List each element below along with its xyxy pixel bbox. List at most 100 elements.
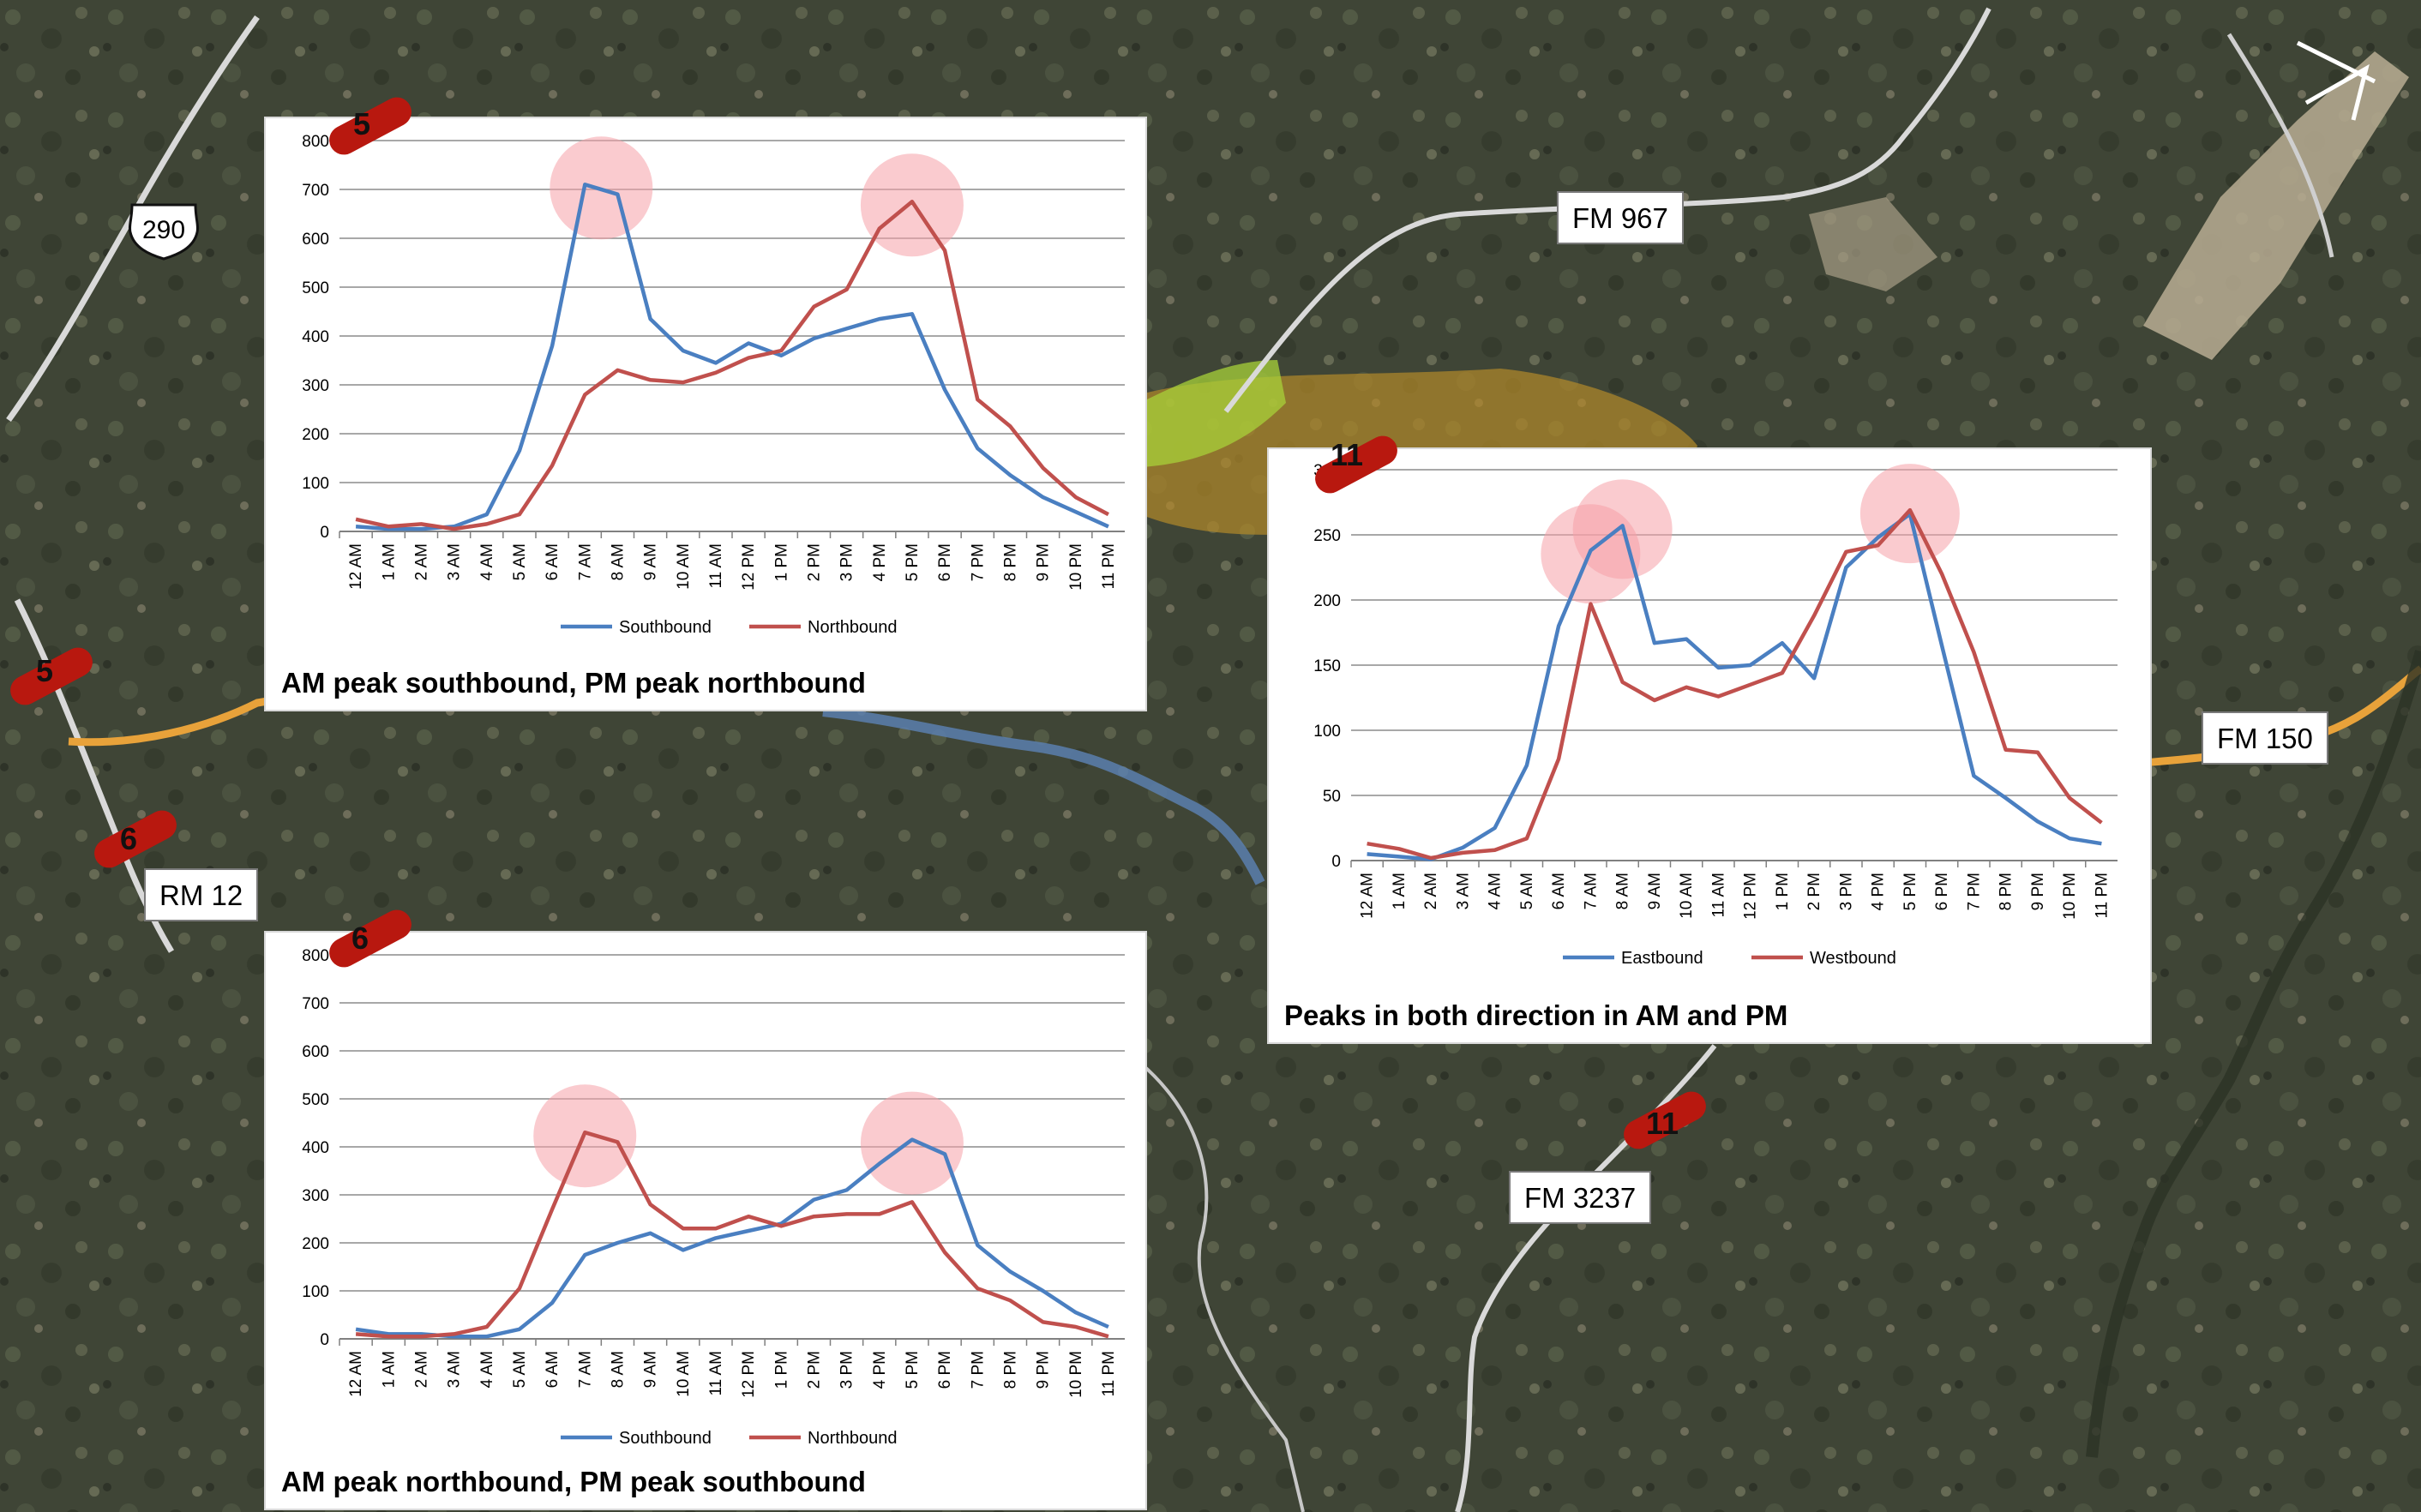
site-marker-11-label: 11	[1646, 1106, 1679, 1141]
road-minor-2	[2226, 33, 2334, 258]
x-tick-label: 4 AM	[478, 1351, 496, 1388]
chart-caption-site-11: Peaks in both direction in AM and PM	[1284, 999, 1788, 1031]
chart-site-5: 0 100 200 300 400 500 600 700 800 12 AM 1 AM 2 AM 3 …	[302, 133, 1125, 637]
x-tick-label: 8 AM	[1614, 873, 1632, 909]
x-tick-label: 8 AM	[609, 1351, 627, 1388]
series-line-northbound	[355, 200, 1109, 531]
creek	[822, 706, 1265, 885]
x-tick-label: 4 PM	[871, 1351, 889, 1389]
x-tick-label: 7 PM	[969, 543, 987, 581]
x-tick-label: 12 PM	[740, 543, 758, 591]
y-tick-label: 100	[1313, 723, 1341, 741]
chart-panel-site-11: 05010015020025030012 AM1 AM2 AM3 AM4 AM5…	[1267, 447, 2152, 1044]
x-tick-label: 3 PM	[838, 543, 856, 581]
y-tick-label: 600	[302, 231, 329, 249]
x-tick-label: 2 AM	[412, 1351, 430, 1388]
x-tick-label: 3 PM	[1837, 873, 1855, 910]
road-label-fm150: FM 150	[2202, 711, 2328, 765]
road-fm967	[1223, 7, 1991, 413]
y-tick-label: 0	[320, 1331, 329, 1349]
x-tick-label: 1 AM	[380, 543, 398, 580]
series-line-northbound	[355, 1130, 1109, 1339]
x-tick-label: 6 PM	[1933, 873, 1951, 910]
chart-caption-site-6: AM peak northbound, PM peak southbound	[281, 1466, 866, 1497]
site-marker-5-label: 5	[36, 653, 54, 688]
legend-label: Northbound	[808, 1429, 898, 1448]
road-us290	[6, 15, 260, 423]
legend-label: Southbound	[619, 618, 712, 637]
x-tick-label: 12 PM	[1742, 873, 1760, 920]
y-tick-label: 200	[302, 1235, 329, 1253]
chart-site-11: 05010015020025030012 AM1 AM2 AM3 AM4 AM5…	[1313, 462, 2118, 968]
river	[2086, 650, 2421, 1458]
x-tick-label: 1 PM	[1774, 873, 1792, 910]
y-tick-label: 50	[1323, 788, 1341, 806]
chart-site-marker-6-label: 6	[351, 921, 369, 956]
x-tick-label: 6 AM	[544, 1351, 562, 1388]
x-tick-label: 10 PM	[2061, 873, 2079, 920]
x-tick-label: 12 PM	[740, 1351, 758, 1398]
x-tick-label: 5 PM	[1901, 873, 1919, 910]
y-tick-label: 250	[1313, 527, 1341, 545]
x-tick-label: 9 PM	[2029, 873, 2047, 910]
y-tick-label: 300	[302, 1187, 329, 1205]
y-tick-label: 150	[1313, 657, 1341, 675]
y-tick-label: 100	[302, 1283, 329, 1301]
north-arrow-icon	[2296, 40, 2376, 121]
x-tick-label: 9 PM	[1035, 1351, 1053, 1389]
chart-site-6: 0 100 200 300 400 500 600 700 800 12 AM 1 AM 2 AM 3 …	[302, 947, 1125, 1448]
x-tick-label: 3 AM	[446, 1351, 464, 1388]
road-label-fm3237: FM 3237	[1509, 1171, 1652, 1224]
x-tick-label: 3 AM	[446, 543, 464, 580]
x-tick-label: 2 AM	[412, 543, 430, 580]
x-tick-label: 3 PM	[838, 1351, 856, 1389]
y-tick-label: 500	[302, 279, 329, 297]
x-tick-label: 7 PM	[969, 1351, 987, 1389]
chart-panel-site-6: 0 100 200 300 400 500 600 700 800 12 AM 1 AM 2 AM 3 …	[264, 931, 1147, 1510]
x-tick-label: 6 AM	[1550, 873, 1568, 909]
x-tick-label: 7 AM	[1582, 873, 1600, 909]
y-tick-label: 500	[302, 1091, 329, 1109]
x-tick-label: 4 PM	[871, 543, 889, 581]
x-tick-label: 5 AM	[511, 543, 529, 580]
x-tick-label: 1 AM	[380, 1351, 398, 1388]
peak-highlight-circle	[860, 1091, 964, 1195]
x-tick-label: 8 AM	[609, 543, 627, 580]
x-tick-label: 5 AM	[511, 1351, 529, 1388]
x-tick-label: 8 PM	[1001, 543, 1019, 581]
legend-label: Southbound	[619, 1429, 712, 1448]
x-tick-label: 2 AM	[1422, 873, 1440, 909]
us-290-shield-icon: 290	[127, 201, 201, 261]
x-tick-label: 10 AM	[675, 1351, 693, 1397]
x-tick-label: 1 PM	[772, 543, 790, 581]
highlight-corridor-green	[1140, 360, 1286, 467]
x-tick-label: 6 PM	[936, 543, 954, 581]
legend-label: Northbound	[808, 618, 898, 637]
y-tick-label: 200	[1313, 592, 1341, 610]
x-tick-label: 5 AM	[1518, 873, 1536, 909]
y-tick-label: 800	[302, 133, 329, 151]
x-tick-label: 11 PM	[1100, 1351, 1118, 1397]
x-tick-label: 11 PM	[1100, 543, 1118, 590]
y-tick-label: 0	[320, 524, 329, 542]
quarry-area	[2143, 51, 2409, 360]
x-tick-label: 1 AM	[1391, 873, 1409, 909]
x-tick-label: 7 PM	[1965, 873, 1983, 910]
x-tick-label: 2 PM	[1805, 873, 1823, 910]
us-290-label: 290	[141, 216, 186, 244]
legend-label: Eastbound	[1621, 949, 1703, 968]
y-tick-label: 200	[302, 426, 329, 444]
y-tick-label: 400	[302, 328, 329, 346]
x-tick-label: 9 AM	[642, 543, 660, 580]
y-tick-label: 600	[302, 1043, 329, 1061]
y-tick-label: 700	[302, 182, 329, 200]
x-tick-label: 3 AM	[1454, 873, 1472, 909]
x-tick-label: 6 PM	[936, 1351, 954, 1389]
road-minor	[1138, 1061, 1305, 1512]
x-tick-label: 11 AM	[707, 543, 725, 588]
x-tick-label: 10 PM	[1067, 1351, 1085, 1398]
chart-site-marker-11-label: 11	[1331, 437, 1364, 472]
y-tick-label: 0	[1331, 853, 1341, 871]
x-tick-label: 8 PM	[1001, 1351, 1019, 1389]
x-tick-label: 9 PM	[1035, 543, 1053, 581]
